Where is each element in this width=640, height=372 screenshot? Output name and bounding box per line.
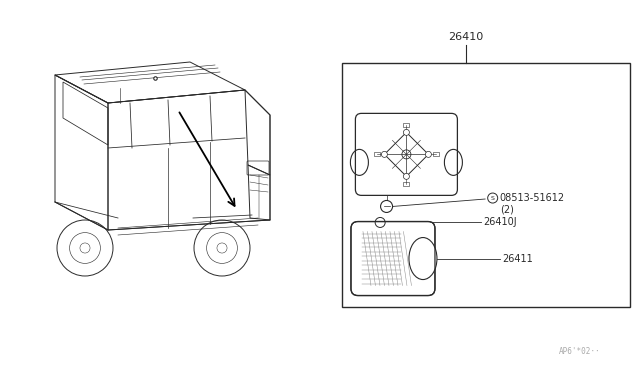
Ellipse shape: [409, 238, 437, 279]
Text: S: S: [491, 196, 495, 201]
Text: AP6'*02··: AP6'*02··: [558, 347, 600, 356]
Circle shape: [381, 151, 387, 157]
Bar: [403, 123, 410, 127]
Bar: [374, 153, 380, 156]
FancyBboxPatch shape: [355, 113, 458, 195]
Circle shape: [403, 173, 410, 179]
Text: 26410: 26410: [448, 32, 484, 42]
Text: 26410J: 26410J: [483, 218, 517, 227]
Circle shape: [426, 151, 431, 157]
Text: (2): (2): [500, 204, 513, 214]
Bar: [403, 182, 410, 186]
Text: 08513-51612: 08513-51612: [500, 193, 565, 203]
FancyBboxPatch shape: [351, 222, 435, 295]
Bar: [433, 153, 439, 156]
Bar: [342, 63, 630, 307]
Circle shape: [403, 129, 410, 135]
Text: 26411: 26411: [502, 254, 533, 263]
